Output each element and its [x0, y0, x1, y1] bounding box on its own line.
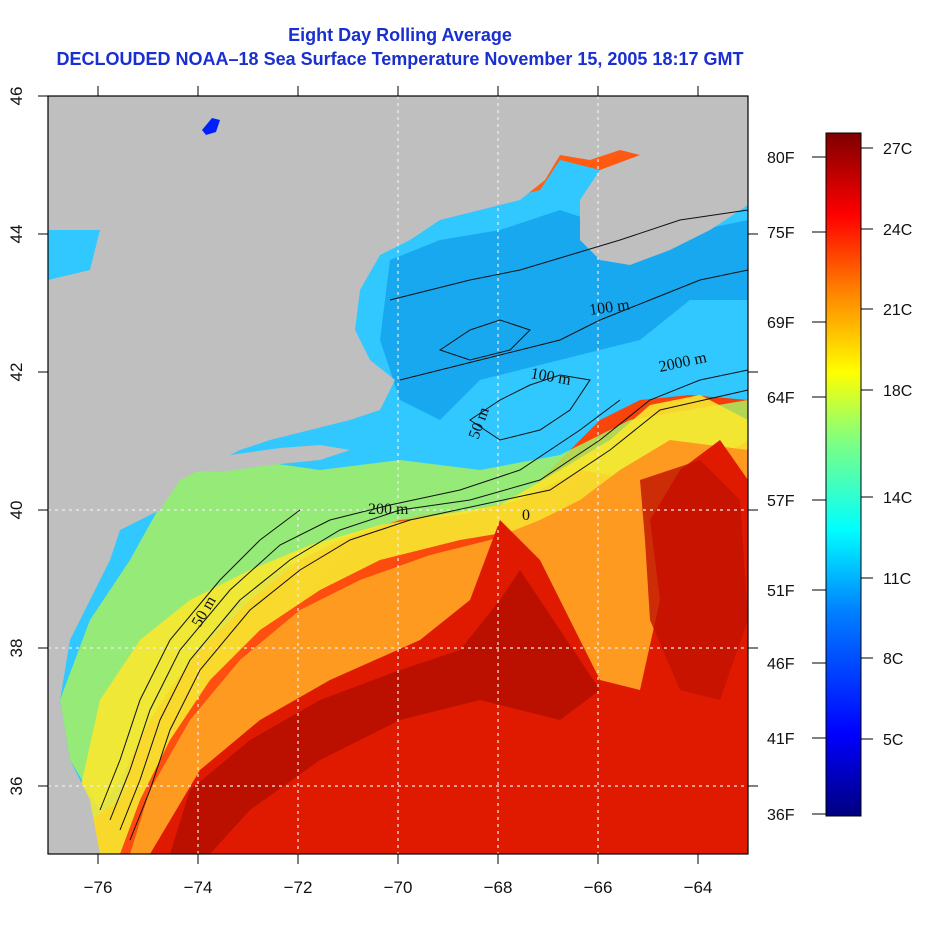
celsius-label: 5C [883, 732, 903, 749]
x-tick-labels: −76 −74 −72 −70 −68 −66 −64 [84, 878, 713, 897]
x-tick-label: −66 [584, 878, 613, 897]
celsius-scale: 27C 24C 21C 18C 14C 11C 8C 5C [861, 141, 912, 749]
x-tick-label: −76 [84, 878, 113, 897]
x-tick-label: −72 [284, 878, 313, 897]
celsius-label: 8C [883, 651, 903, 668]
x-tick-label: −74 [184, 878, 213, 897]
land-nova-scotia [580, 150, 748, 265]
graticule [48, 96, 748, 854]
sea-transition [60, 400, 748, 810]
x-tick-label: −70 [384, 878, 413, 897]
y-tick-labels: 36 38 40 42 44 46 [7, 87, 26, 796]
fahrenheit-label: 75F [767, 225, 795, 242]
fahrenheit-label: 36F [767, 807, 795, 824]
y-tick-label: 46 [7, 87, 26, 106]
sea-deep-red-2 [640, 460, 748, 700]
bathymetry-contours [99, 209, 749, 841]
chart-title: Eight Day Rolling Average [288, 25, 512, 45]
fahrenheit-label: 46F [767, 656, 795, 673]
y-tick-label: 36 [7, 777, 26, 796]
celsius-label: 21C [883, 302, 912, 319]
x-tick-label: −64 [684, 878, 713, 897]
celsius-label: 18C [883, 383, 912, 400]
x-tick-label: −68 [484, 878, 513, 897]
sea-cold [380, 210, 748, 420]
contour-label: 100 m [588, 296, 631, 319]
fahrenheit-label: 57F [767, 493, 795, 510]
contour-label: 100 m [529, 365, 572, 389]
celsius-label: 27C [883, 141, 912, 158]
chart-subtitle: DECLOUDED NOAA–18 Sea Surface Temperatur… [56, 49, 744, 69]
lake [202, 118, 220, 135]
celsius-label: 14C [883, 490, 912, 507]
y-axis [38, 95, 758, 787]
y-tick-label: 42 [7, 363, 26, 382]
y-tick-label: 38 [7, 639, 26, 658]
land-mainland [48, 96, 748, 854]
contour-label: 200 m [368, 501, 409, 518]
contour-label: 0 [522, 507, 530, 524]
fahrenheit-label: 51F [767, 583, 795, 600]
celsius-label: 24C [883, 222, 912, 239]
x-axis [97, 86, 699, 864]
y-tick-label: 44 [7, 225, 26, 244]
fahrenheit-label: 64F [767, 390, 795, 407]
celsius-label: 11C [883, 571, 911, 588]
land-long-island [180, 445, 350, 472]
y-tick-label: 40 [7, 501, 26, 520]
color-scale-bar [825, 132, 862, 817]
fahrenheit-label: 41F [767, 731, 795, 748]
fahrenheit-label: 80F [767, 150, 795, 167]
fahrenheit-label: 69F [767, 315, 795, 332]
sea-deep-red [170, 570, 600, 854]
fahrenheit-scale: 80F 75F 69F 64F 57F 51F 46F 41F 36F [767, 150, 826, 824]
